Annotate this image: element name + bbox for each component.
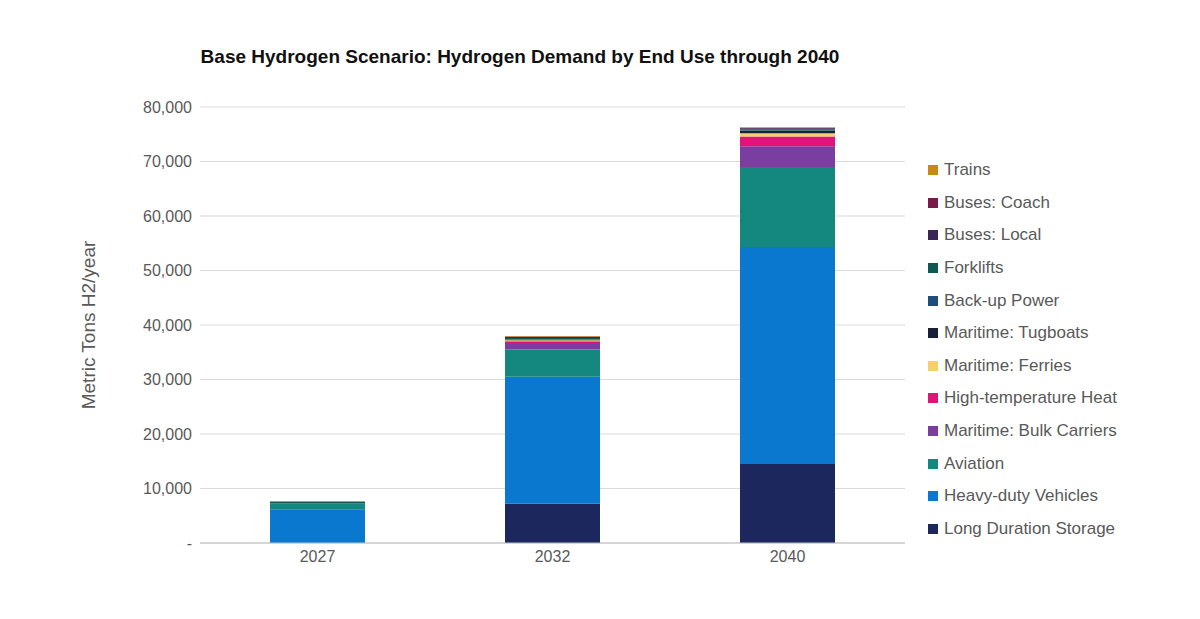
html-text:Long Duration Storage: Long Duration Storage (944, 518, 1116, 538)
svg-text:2027: 2027 (300, 548, 336, 565)
html-text:High-temperature Heat: High-temperature Heat (944, 388, 1117, 408)
svg-text:2032: 2032 (535, 548, 571, 565)
html-text:Maritime: Bulk Carriers: Maritime: Bulk Carriers (944, 421, 1117, 440)
html-text:Maritime: Tugboats: Maritime: Tugboats (944, 323, 1089, 343)
html-text:Trains: Trains (944, 160, 991, 180)
html-text:Forklifts: Forklifts (944, 258, 1004, 278)
html-text:Buses: Coach: Buses: Coach (944, 192, 1050, 212)
svg-text:70,000: 70,000 (143, 153, 192, 170)
html-text:Heavy-duty Vehicles: Heavy-duty Vehicles (944, 486, 1098, 506)
svg-text:50,000: 50,000 (143, 262, 192, 279)
html-text:Back-up Power: Back-up Power (944, 290, 1060, 310)
svg-text:40,000: 40,000 (143, 317, 192, 334)
svg-text:10,000: 10,000 (143, 480, 192, 497)
svg-text:30,000: 30,000 (143, 371, 192, 388)
svg-text:2040: 2040 (770, 548, 806, 565)
html-text:Buses: Local: Buses: Local (944, 225, 1042, 245)
svg-text:20,000: 20,000 (143, 426, 192, 443)
svg-text:Metric Tons H2/year: Metric Tons H2/year (78, 240, 99, 409)
svg-text:-: - (187, 535, 192, 552)
svg-text:80,000: 80,000 (143, 99, 192, 116)
html-text:Aviation: Aviation (944, 453, 1005, 473)
html-text:Base Hydrogen Scenario: Hydrog: Base Hydrogen Scenario: Hydrogen Demand … (200, 46, 840, 67)
svg-text:60,000: 60,000 (143, 208, 192, 225)
html-text:Maritime: Ferries: Maritime: Ferries (944, 355, 1072, 375)
